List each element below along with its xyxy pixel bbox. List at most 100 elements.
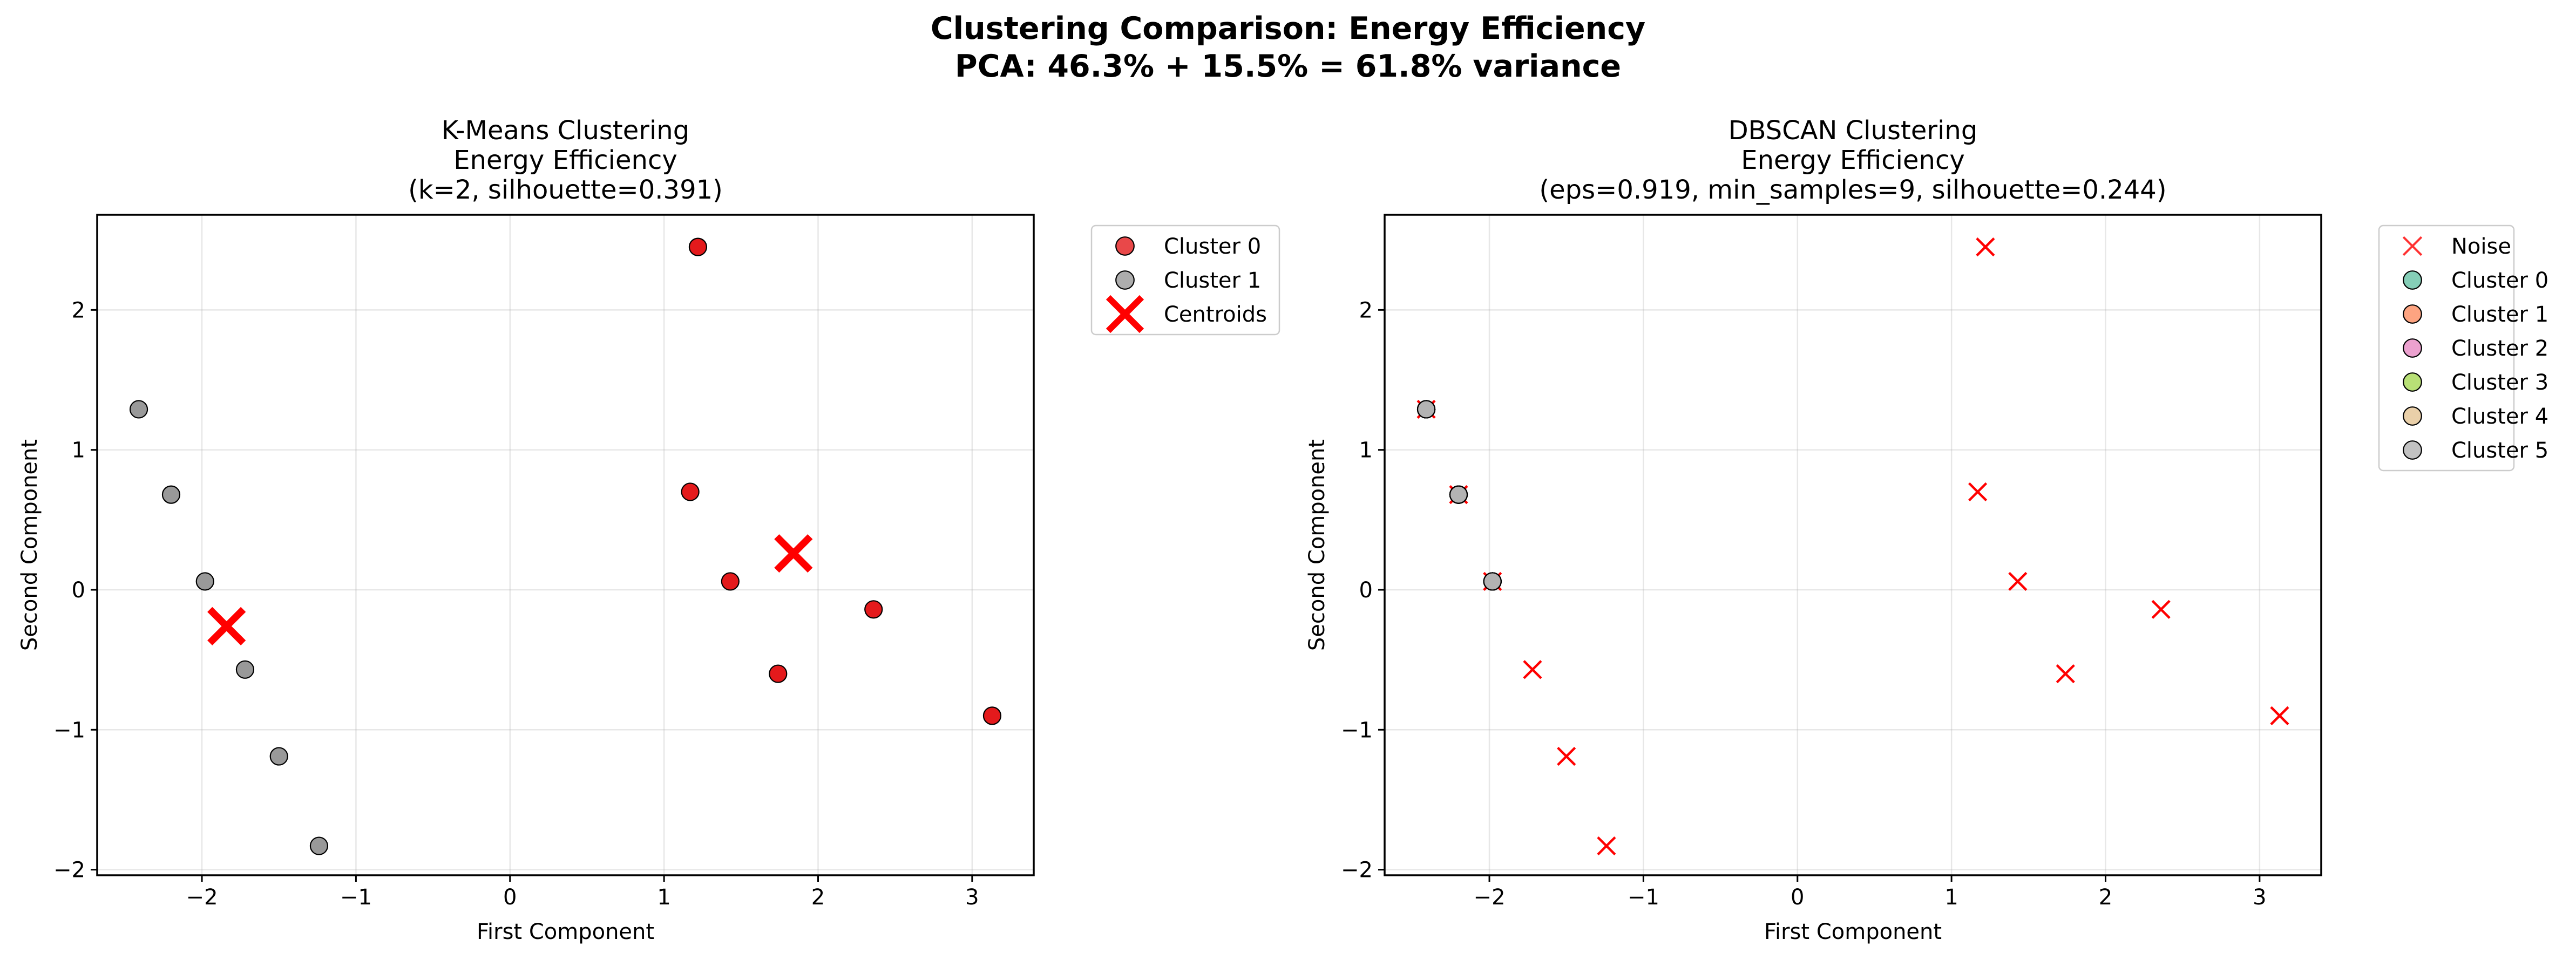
dbscan-x-axis-label: First Component [1764, 920, 1942, 944]
dbscan-noise-point-2 [2008, 571, 2028, 591]
dbscan-series-noise [1416, 237, 2289, 856]
kmeans-series-centroids [207, 534, 813, 646]
dbscan-noise-point-9 [1523, 660, 1542, 679]
dbscan-series-cluster-5 [1416, 400, 1502, 591]
kmeans-centroids-point-0-stroke-b [207, 607, 246, 646]
dbscan-xtick-label-2: 2 [2099, 885, 2112, 910]
dbscan-noise-point-3-stroke-b [2056, 664, 2075, 684]
kmeans-legend-label-cluster-1: Cluster 1 [1164, 268, 1261, 293]
dbscan-noise-point-10 [1557, 746, 1576, 766]
kmeans-cluster-0-point-0 [688, 237, 708, 256]
kmeans-legend-label-centroids: Centroids [1164, 302, 1267, 327]
kmeans-cluster-1-point-2 [195, 572, 214, 591]
kmeans-cluster-0-point-4 [864, 600, 883, 619]
dbscan-legend-marker-cluster-5 [2403, 440, 2422, 460]
dbscan-legend-label-cluster-4: Cluster 4 [2451, 404, 2548, 429]
kmeans-centroids-point-1 [774, 534, 813, 573]
dbscan-legend-marker-cluster-2 [2403, 338, 2422, 358]
dbscan-legend-label-cluster-2: Cluster 2 [2451, 336, 2548, 361]
dbscan-noise-point-1-stroke-b [1968, 482, 1988, 502]
dbscan-legend-label-cluster-1: Cluster 1 [2451, 302, 2548, 327]
figure-title-line2: PCA: 46.3% + 15.5% = 61.8% variance [955, 49, 1621, 84]
dbscan-noise-point-4-stroke-b [2151, 600, 2171, 619]
kmeans-xtick-label-2: −2 [186, 885, 218, 910]
dbscan-legend-marker-noise-stroke-b [2402, 236, 2423, 256]
dbscan-noise-point-2-stroke-b [2008, 571, 2028, 591]
dbscan-ytick-label-2: −2 [1341, 858, 1373, 883]
kmeans-xtick-label-2: 2 [811, 885, 825, 910]
dbscan-ytick-label-1: −1 [1341, 718, 1373, 743]
dbscan-noise-point-9-stroke-b [1523, 660, 1542, 679]
kmeans-plot-area [129, 237, 1002, 855]
dbscan-legend-marker-cluster-0 [2403, 270, 2422, 290]
kmeans-centroids-point-1-stroke-b [774, 534, 813, 573]
kmeans-series-cluster-1 [129, 400, 329, 855]
kmeans-ytick-label-2: −2 [53, 858, 85, 883]
kmeans-legend-marker-cluster-1 [1115, 270, 1135, 290]
dbscan-title-line-3: (eps=0.919, min_samples=9, silhouette=0.… [1539, 175, 2166, 205]
kmeans-cluster-0-point-3 [769, 664, 788, 683]
dbscan-legend-marker-cluster-4 [2403, 406, 2422, 426]
kmeans-cluster-1-point-0 [129, 400, 148, 419]
dbscan-noise-point-0 [1976, 237, 1995, 257]
dbscan-ytick-label-0: 0 [1359, 578, 1373, 603]
dbscan-legend-label-cluster-3: Cluster 3 [2451, 370, 2548, 395]
kmeans-legend-marker-centroids-stroke-b [1106, 295, 1144, 333]
dbscan-legend-label-noise: Noise [2451, 234, 2511, 259]
kmeans-cluster-0-point-2 [721, 572, 740, 591]
figure-title-line1: Clustering Comparison: Energy Efficiency [931, 11, 1645, 46]
kmeans-cluster-0-point-5 [982, 706, 1002, 725]
dbscan-ytick-label-1: 1 [1359, 438, 1373, 463]
dbscan-xtick-label-1: −1 [1628, 885, 1659, 910]
dbscan-ytick-label-2: 2 [1359, 298, 1373, 323]
kmeans-xtick-label-0: 0 [503, 885, 517, 910]
kmeans-ytick-label-2: 2 [72, 298, 85, 323]
kmeans-series-cluster-0 [681, 237, 1002, 725]
dbscan-xtick-label-2: −2 [1474, 885, 1506, 910]
dbscan-cluster-5-point-2 [1483, 572, 1502, 591]
dbscan-legend-marker-noise [2402, 236, 2423, 256]
kmeans-cluster-0-point-1 [681, 482, 700, 501]
kmeans-grid [97, 215, 1034, 875]
kmeans-x-axis-label: First Component [477, 920, 654, 944]
dbscan-xtick-label-0: 0 [1791, 885, 1804, 910]
dbscan-noise-point-11-stroke-b [1597, 836, 1616, 856]
kmeans-xtick-label-3: 3 [965, 885, 979, 910]
kmeans-legend-label-cluster-0: Cluster 0 [1164, 234, 1261, 259]
dbscan-title-line-1: DBSCAN Clustering [1728, 115, 1978, 146]
dbscan-legend-marker-cluster-1 [2403, 304, 2422, 324]
kmeans-legend: Cluster 0 Cluster 1 Centroids [1090, 224, 1280, 336]
dbscan-noise-point-3 [2056, 664, 2075, 684]
dbscan-noise-point-4 [2151, 600, 2171, 619]
kmeans-xtick-label-1: 1 [657, 885, 670, 910]
kmeans-cluster-1-point-5 [309, 836, 329, 855]
dbscan-axes-frame [1384, 214, 2322, 876]
kmeans-ytick-label-0: 0 [72, 578, 85, 603]
dbscan-noise-point-11 [1597, 836, 1616, 856]
dbscan-cluster-5-point-1 [1449, 485, 1468, 504]
dbscan-noise-point-5-stroke-b [2270, 706, 2289, 725]
kmeans-cluster-1-point-4 [269, 747, 288, 766]
kmeans-legend-marker-centroids [1106, 295, 1144, 333]
kmeans-y-axis-label: Second Component [17, 439, 42, 651]
kmeans-title-line-3: (k=2, silhouette=0.391) [408, 175, 723, 205]
dbscan-xtick-label-3: 3 [2253, 885, 2266, 910]
dbscan-plot-area [1416, 237, 2289, 856]
kmeans-cluster-1-point-3 [235, 660, 255, 679]
kmeans-legend-marker-cluster-0 [1115, 236, 1135, 256]
dbscan-legend: Noise Cluster 0 Cluster 1 Cluster 2 Cluster … [2378, 224, 2548, 472]
dbscan-noise-point-1 [1968, 482, 1988, 502]
dbscan-legend-marker-cluster-3 [2403, 372, 2422, 392]
kmeans-legend-box [1090, 224, 1280, 336]
dbscan-legend-label-cluster-5: Cluster 5 [2451, 438, 2548, 463]
dbscan-xtick-label-1: 1 [1944, 885, 1958, 910]
kmeans-title-line-1: K-Means Clustering [442, 115, 689, 146]
dbscan-noise-point-0-stroke-b [1976, 237, 1995, 257]
kmeans-centroids-point-0 [207, 607, 246, 646]
kmeans-ytick-label-1: 1 [72, 438, 85, 463]
dbscan-noise-point-5 [2270, 706, 2289, 725]
kmeans-axes-frame [96, 214, 1035, 876]
